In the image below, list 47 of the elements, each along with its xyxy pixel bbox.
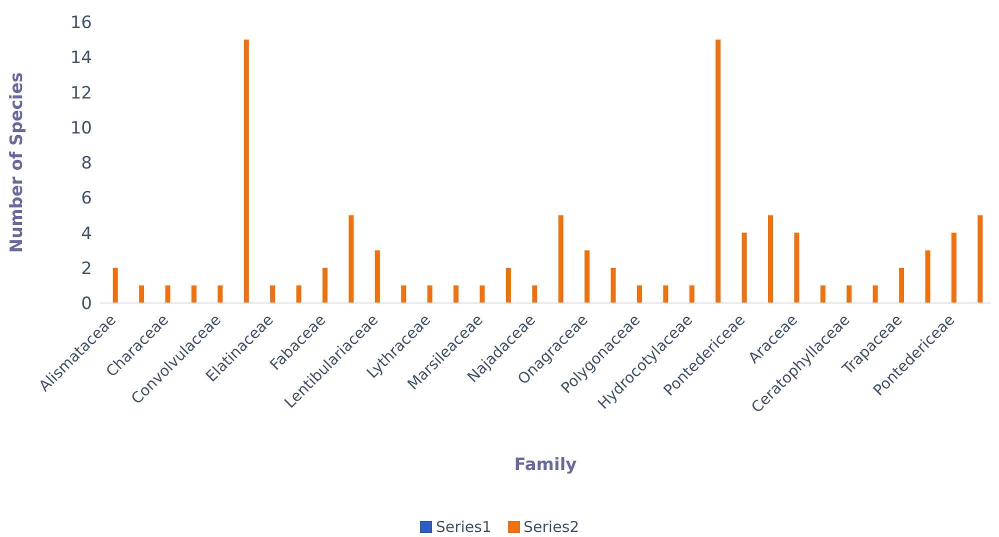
bar <box>846 285 852 303</box>
bar <box>427 285 432 303</box>
bar <box>454 285 459 303</box>
bar <box>191 285 196 303</box>
bar <box>610 268 616 303</box>
bar <box>925 250 930 303</box>
bar <box>742 232 747 303</box>
bar <box>689 285 694 303</box>
bar <box>951 232 956 303</box>
y-tick-label: 0 <box>81 294 92 314</box>
bar <box>584 250 590 303</box>
y-tick-label: 16 <box>70 13 92 34</box>
bar <box>794 232 800 303</box>
bar <box>636 285 642 303</box>
y-tick-label: 6 <box>81 188 92 209</box>
y-axis-title: Number of Species <box>7 72 28 253</box>
bar <box>165 285 170 303</box>
bar <box>872 285 878 303</box>
bar <box>348 215 354 303</box>
bar <box>322 268 328 303</box>
bar <box>768 215 774 303</box>
y-tick-label: 14 <box>70 48 92 68</box>
x-axis-title: Family <box>514 455 577 475</box>
bar <box>139 285 144 303</box>
bar <box>401 285 406 303</box>
bar <box>480 285 485 303</box>
bar <box>532 285 538 303</box>
bar <box>978 215 983 303</box>
y-tick-label: 12 <box>70 83 92 104</box>
legend-label: Series1 <box>434 518 492 536</box>
bar <box>296 285 302 303</box>
bar <box>820 285 826 303</box>
bar <box>244 40 249 303</box>
y-tick-label: 8 <box>81 154 92 174</box>
bar <box>218 285 223 303</box>
bar <box>374 250 380 303</box>
bar <box>558 215 564 303</box>
y-tick-label: 2 <box>81 258 92 279</box>
bar <box>716 40 721 303</box>
bar <box>112 268 118 303</box>
legend-label: Series2 <box>522 518 580 536</box>
y-tick-label: 10 <box>70 118 92 138</box>
bar <box>663 285 668 303</box>
bar <box>899 268 904 303</box>
bar <box>506 268 511 303</box>
y-tick-label: 4 <box>81 224 92 244</box>
bar <box>270 285 276 303</box>
